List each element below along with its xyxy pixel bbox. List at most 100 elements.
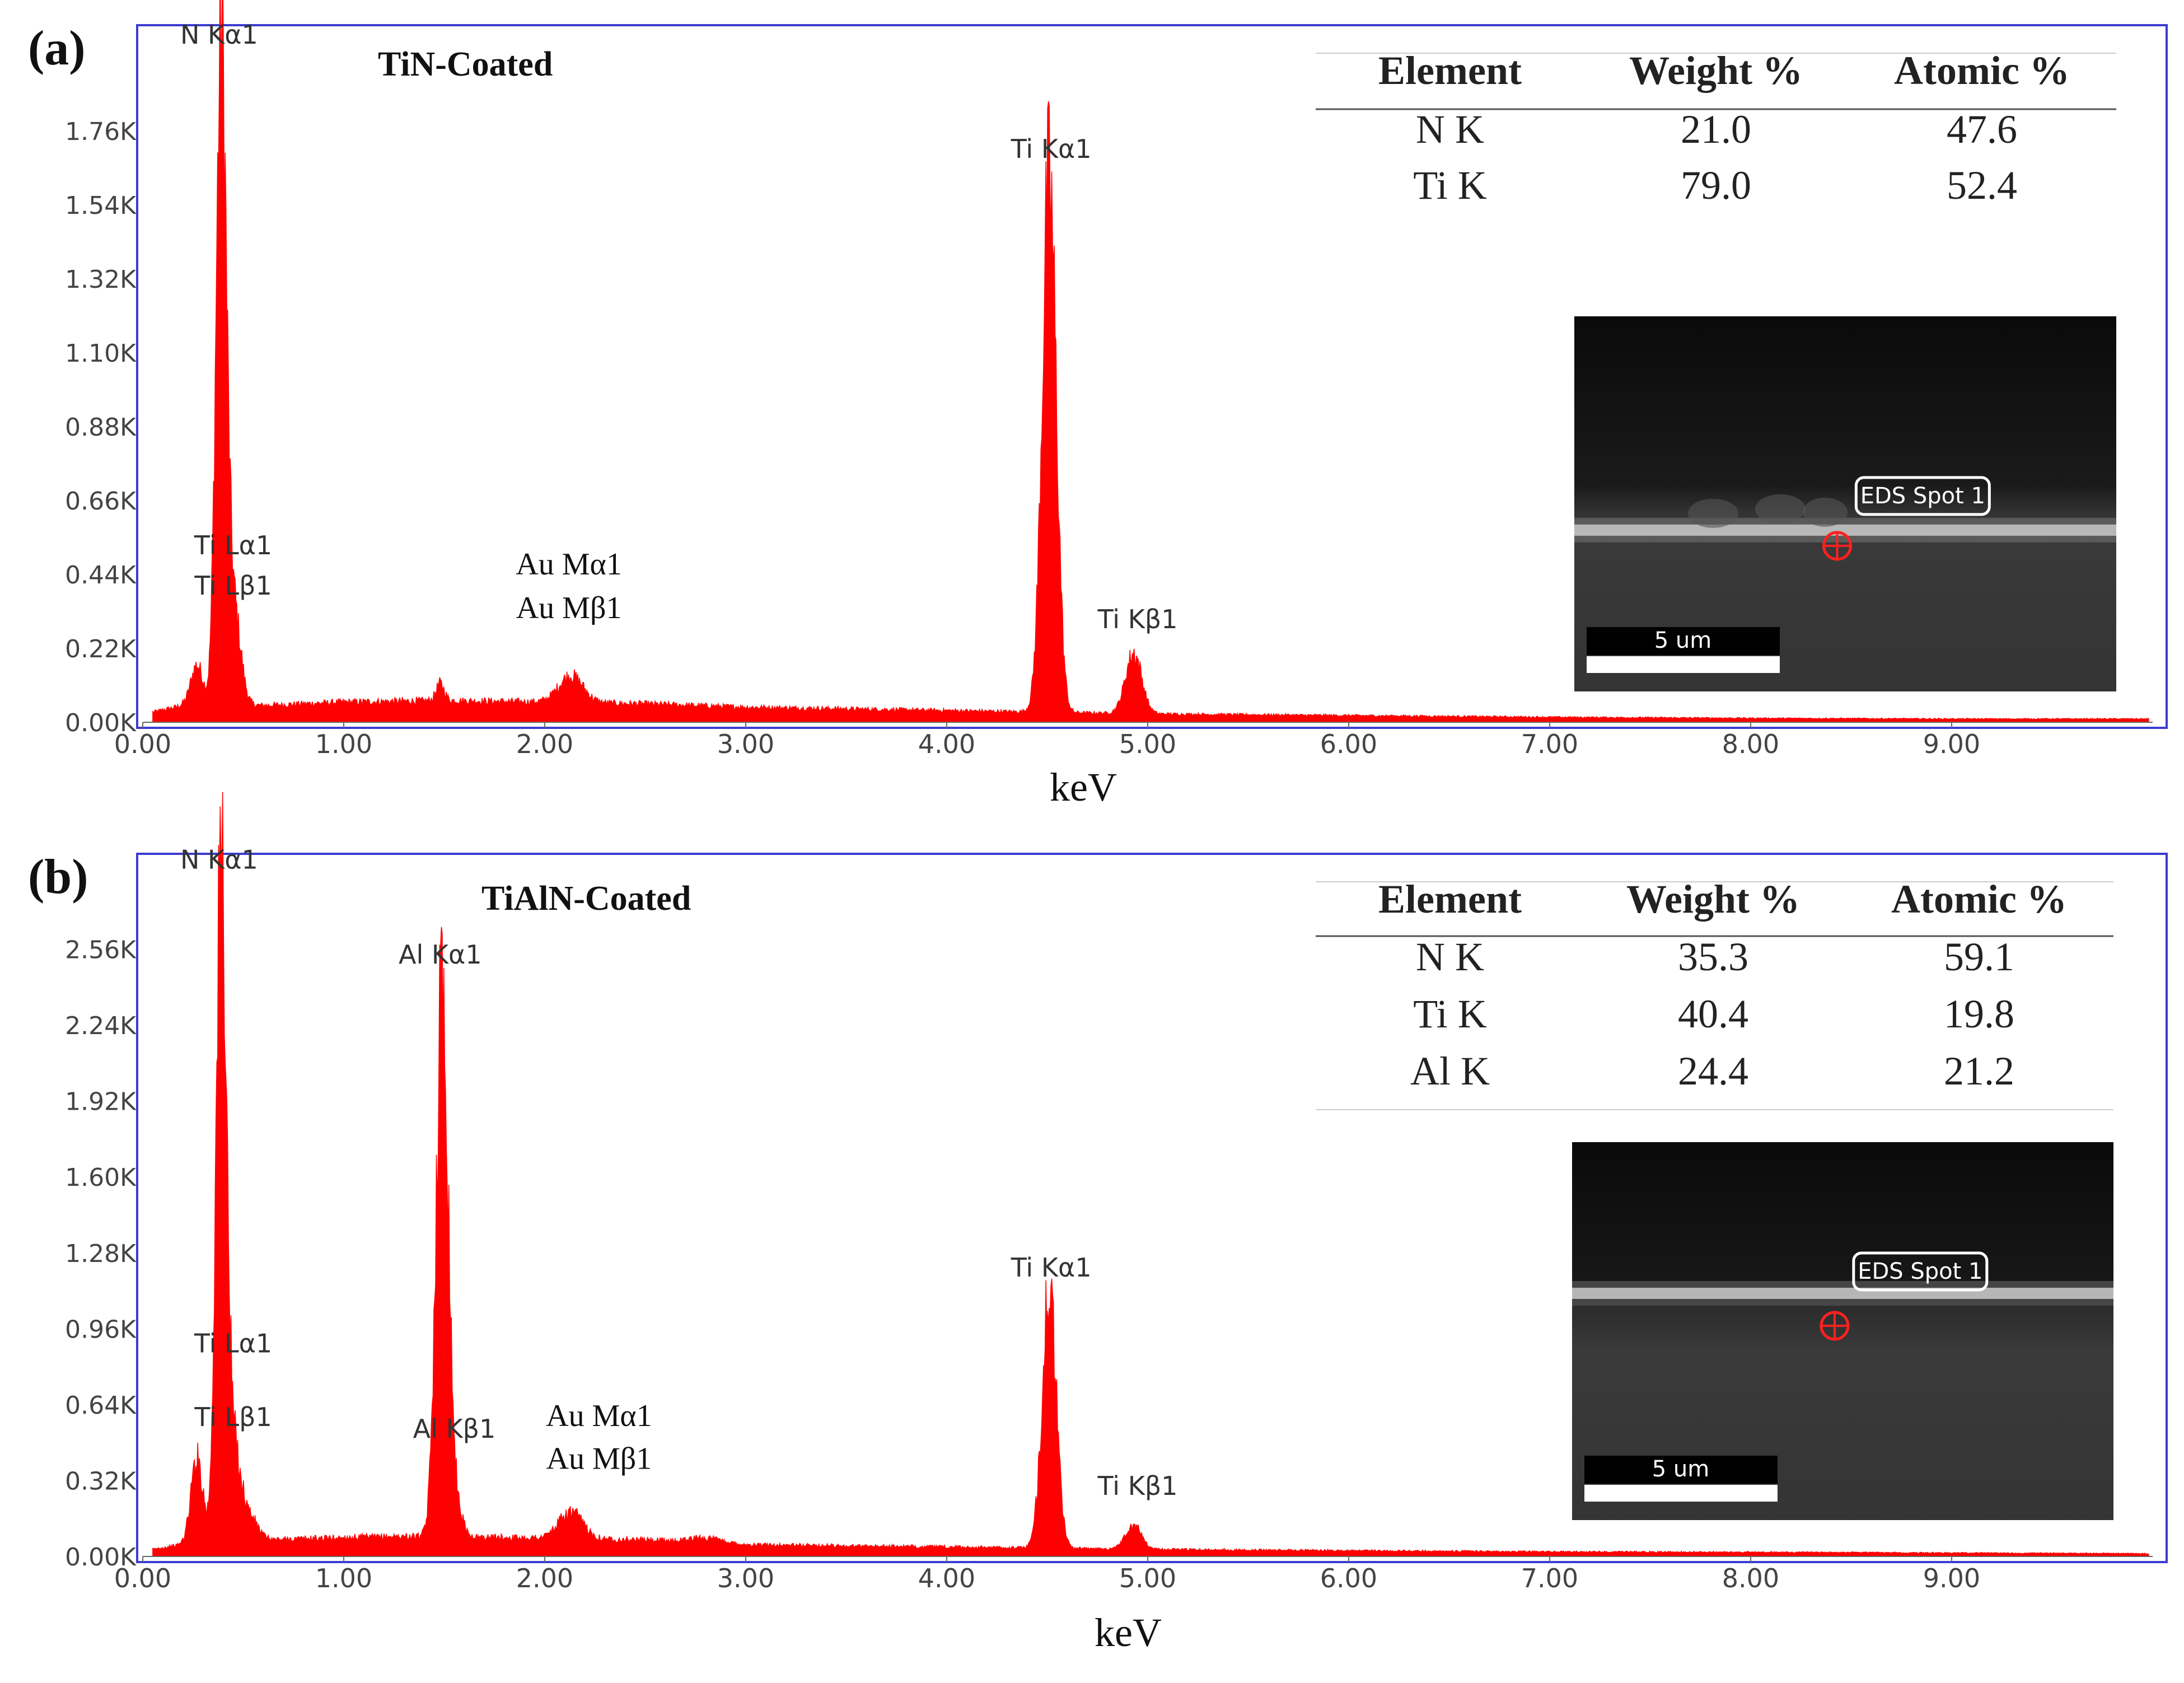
x-tick-label: 5.00 [1119,729,1176,759]
table-cell: 19.8 [1944,992,2014,1036]
table-cell: 47.6 [1947,107,2017,152]
panel-label: (b) [28,850,88,904]
table-cell: 40.4 [1678,992,1748,1036]
sem-inset-image: EDS Spot 1 5 um [1574,316,2116,691]
table-cell: 59.1 [1944,934,2014,979]
peak-label: Au Mα1 [516,547,622,582]
scale-bar-label-box [1587,627,1780,655]
table-cell: N K [1416,107,1484,152]
x-tick-label: 9.00 [1923,1563,1980,1593]
y-tick-label: 1.92K [65,1088,137,1116]
table-header-cell: Element [1378,48,1522,93]
x-tick-label: 3.00 [717,1563,774,1593]
table-cell: Al K [1410,1049,1490,1093]
peak-label: Ti Kβ1 [1097,1471,1178,1501]
y-tick-label: 0.96K [65,1315,137,1344]
eds-spot-tag-box [1852,1251,1989,1292]
table-cell: 79.0 [1681,163,1751,208]
spectrum-area [152,0,2149,723]
chart-title: TiN-Coated [378,45,553,83]
scale-bar [1587,656,1780,673]
y-tick-label: 1.54K [65,191,137,220]
scale-bar-label-box [1584,1456,1778,1484]
surface-particle [1755,494,1806,523]
eds-spot-tag-box [1854,476,1991,516]
y-tick-label: 1.28K [65,1240,137,1268]
peak-label: Ti Lα1 [194,530,272,560]
chart-title: TiAlN-Coated [481,880,691,918]
y-tick-label: 1.60K [65,1163,137,1192]
peak-label: Ti Lβ1 [194,571,272,601]
y-tick-label: 2.56K [65,936,137,965]
peak-label: Ti Lα1 [194,1329,272,1359]
table-header-cell: Atomic % [1891,877,2067,922]
x-tick-label: 2.00 [516,729,573,759]
scale-bar [1584,1485,1778,1502]
y-tick-label: 0.66K [65,487,137,516]
peak-label: Al Kβ1 [413,1414,496,1444]
spectrum-area [152,792,2149,1557]
peak-label: Ti Kα1 [1011,1252,1092,1283]
x-tick-label: 0.00 [114,729,171,759]
substrate-region [1572,1306,2113,1520]
y-tick-label: 0.64K [65,1391,137,1420]
y-tick-label: 0.22K [65,635,137,663]
table-header-cell: Element [1378,877,1522,922]
coating-layer-glow [1572,1281,2113,1306]
table-cell: Ti K [1413,992,1486,1036]
eds-spot-tag-label: EDS Spot 1 [1860,483,1985,509]
scale-bar-label: 5 um [1654,628,1711,653]
chart-panel-a: (a) TiN-Coated 0.00 1.00 2.00 3.00 4.00 5.00 6.0… [28,0,2168,810]
x-tick-label: 8.00 [1722,729,1779,759]
y-tick-label: 0.88K [65,413,137,442]
table-header-cell: Atomic % [1894,48,2070,93]
peak-label: Au Mβ1 [516,591,622,625]
x-tick-label: 1.00 [315,729,372,759]
x-tick-label: 3.00 [717,729,774,759]
peak-label: N Kα1 [180,20,258,50]
x-tick-label: 7.00 [1521,729,1578,759]
table-cell: Ti K [1413,163,1486,208]
peak-label: N Kα1 [180,845,258,875]
x-tick-label: 7.00 [1521,1563,1578,1593]
x-tick-label: 2.00 [516,1563,573,1593]
x-tick-label: 4.00 [918,1563,975,1593]
y-tick-label: 0.32K [65,1467,137,1495]
eds-spot-tag-label: EDS Spot 1 [1858,1259,1982,1284]
y-tick-label: 0.00K [65,709,137,737]
scale-bar-label: 5 um [1652,1456,1709,1482]
table-cell: 24.4 [1678,1049,1748,1093]
sem-inset-image: EDS Spot 1 5 um [1572,1142,2113,1520]
table-header-cell: Weight % [1626,877,1800,922]
plot-frame [136,24,2168,729]
x-tick-label: 9.00 [1923,729,1980,759]
table-header-cell: Weight % [1629,48,1803,93]
table-cell: 21.0 [1681,107,1751,152]
peak-label: Al Kα1 [399,939,482,970]
peak-label: Ti Kα1 [1011,134,1092,164]
peak-label: Au Mβ1 [546,1441,652,1476]
x-tick-label: 6.00 [1320,729,1377,759]
peak-label: Ti Lβ1 [194,1402,272,1432]
x-tick-label: 6.00 [1320,1563,1377,1593]
surface-particle [1803,497,1848,527]
table-cell: 52.4 [1947,163,2017,208]
y-tick-label: 2.24K [65,1012,137,1040]
x-tick-label: 8.00 [1722,1563,1779,1593]
peak-label: Ti Kβ1 [1097,604,1178,634]
table-cell: 21.2 [1944,1049,2014,1093]
x-tick-label: 1.00 [315,1563,372,1593]
x-tick-label: 5.00 [1119,1563,1176,1593]
coating-layer-glow [1574,517,2116,543]
x-axis-label: keV [1050,765,1117,810]
x-tick-label: 0.00 [114,1563,171,1593]
y-tick-label: 1.76K [65,118,137,146]
panel-label: (a) [28,21,86,76]
surface-particle [1688,498,1738,528]
table-cell: 35.3 [1678,934,1748,979]
x-tick-label: 4.00 [918,729,975,759]
peak-label: Au Mα1 [546,1399,652,1433]
x-axis-label: keV [1095,1610,1162,1655]
y-tick-label: 1.32K [65,265,137,294]
